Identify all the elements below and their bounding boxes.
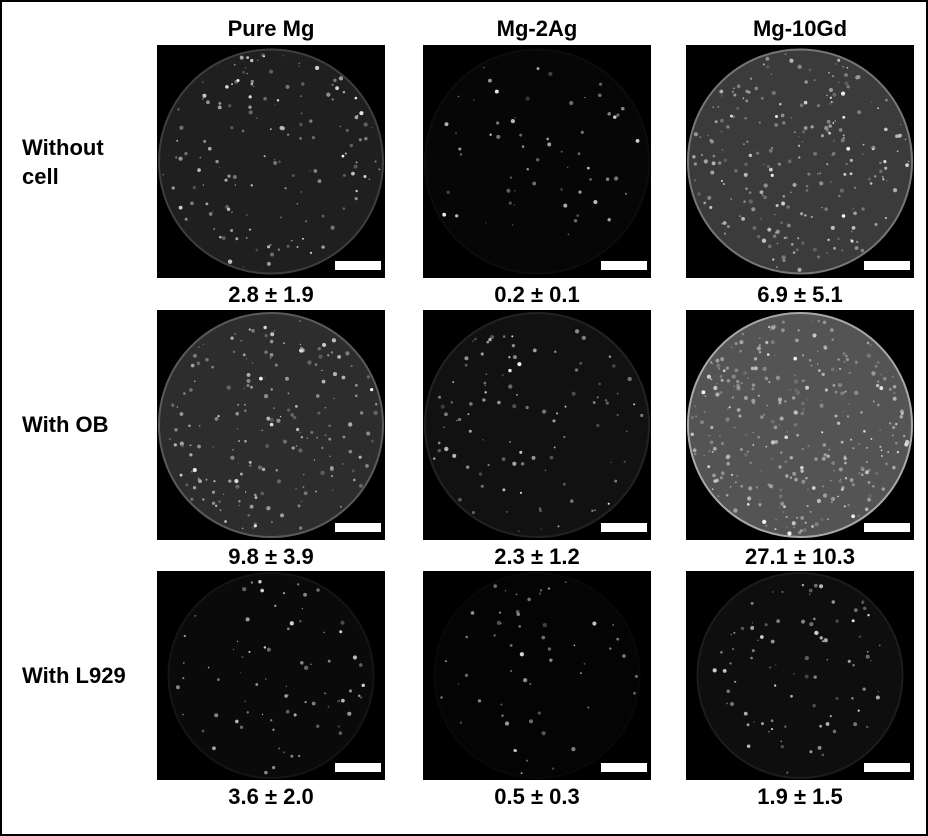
value-label: 1.9 ± 1.5 [757, 784, 843, 809]
value-label: 2.8 ± 1.9 [228, 282, 314, 307]
scale-bar [864, 261, 910, 270]
micrograph-image [687, 312, 913, 538]
scale-bar [601, 763, 647, 772]
micrograph-image [687, 48, 913, 275]
value-label: 6.9 ± 5.1 [757, 282, 843, 307]
micrograph [157, 310, 385, 540]
column-header: Pure Mg [227, 16, 315, 41]
row-label: With L929 [22, 662, 126, 688]
micrograph-image [167, 572, 381, 779]
micrograph-image [424, 48, 650, 275]
micrograph [157, 571, 385, 780]
scale-bar [864, 763, 910, 772]
scale-bar [335, 261, 381, 270]
micrograph [423, 45, 651, 278]
micrograph-image [158, 312, 384, 538]
value-label: 0.2 ± 0.1 [494, 282, 580, 307]
micrograph [686, 310, 914, 540]
micrograph [157, 45, 385, 278]
micrograph-image [433, 572, 647, 779]
micrograph-image [424, 312, 650, 538]
micrograph [423, 310, 651, 540]
micrograph-image [158, 48, 384, 275]
micrograph [686, 571, 914, 780]
column-header: Mg-10Gd [752, 16, 848, 41]
scale-bar [335, 763, 381, 772]
row-label: With OB [22, 412, 109, 437]
scale-bar [601, 523, 647, 532]
micrograph [423, 571, 651, 780]
value-label: 27.1 ± 10.3 [745, 544, 855, 569]
scale-bar [864, 523, 910, 532]
value-label: 2.3 ± 1.2 [494, 544, 580, 569]
micrograph [686, 45, 914, 278]
micrograph-image [696, 572, 910, 779]
column-header: Mg-2Ag [496, 16, 578, 41]
value-label: 9.8 ± 3.9 [228, 544, 314, 569]
scale-bar [335, 523, 381, 532]
value-label: 3.6 ± 2.0 [228, 784, 314, 809]
value-label: 0.5 ± 0.3 [494, 784, 580, 809]
row-label: Without cell [22, 135, 104, 189]
scale-bar [601, 261, 647, 270]
